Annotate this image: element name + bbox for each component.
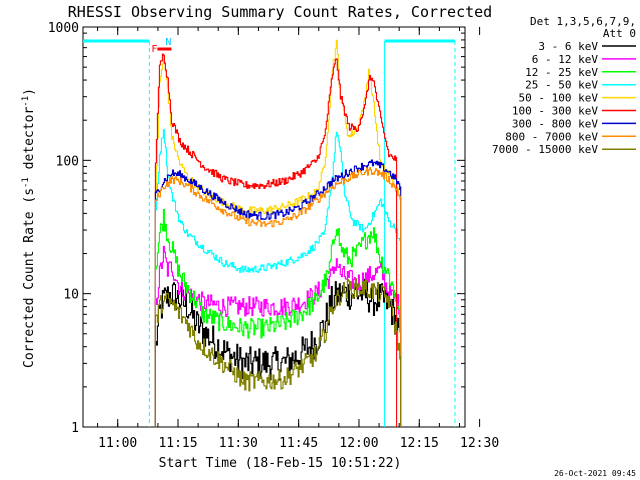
legend-label: 800 - 7000 keV xyxy=(505,130,598,143)
legend-label: 25 - 50 keV xyxy=(525,79,598,92)
legend-label: 300 - 800 keV xyxy=(512,117,598,130)
series-line xyxy=(154,209,402,427)
series-group xyxy=(154,39,402,427)
legend-label: 6 - 12 keV xyxy=(532,53,599,66)
legend-label: 100 - 300 keV xyxy=(512,105,598,118)
y-tick-label: 1000 xyxy=(48,21,79,36)
y-tick-label: 1 xyxy=(71,421,79,436)
plot-frame xyxy=(82,26,466,428)
time-markers: FN xyxy=(83,37,456,427)
legend-label: 50 - 100 keV xyxy=(519,92,599,105)
x-tick-label: 11:30 xyxy=(219,436,258,451)
legend-header-line-2: Att 0 xyxy=(603,27,636,40)
series-line xyxy=(154,167,402,427)
series-line xyxy=(154,159,402,427)
night-flag-label: N xyxy=(165,37,171,48)
legend-header-line-1: Det 1,3,5,6,7,9, xyxy=(530,15,636,28)
series-line xyxy=(154,278,402,427)
x-tick-label: 11:00 xyxy=(98,436,137,451)
date-stamp: 26-Oct-2021 09:45 xyxy=(554,469,636,478)
x-axis-label: Start Time (18-Feb-15 10:51:22) xyxy=(159,456,402,471)
legend-label: 3 - 6 keV xyxy=(538,40,598,53)
flare-flag-label: F xyxy=(151,44,157,55)
x-tick-label: 11:45 xyxy=(279,436,318,451)
series-line xyxy=(154,245,402,427)
legend-header: Det 1,3,5,6,7,9, Att 0 xyxy=(530,15,636,40)
y-tick-label: 10 xyxy=(63,288,79,303)
x-tick-label: 12:15 xyxy=(400,436,439,451)
y-tick-label: 100 xyxy=(56,154,79,169)
series-line xyxy=(154,53,398,427)
legend-label: 12 - 25 keV xyxy=(525,66,598,79)
x-tick-label: 11:15 xyxy=(158,436,197,451)
chart-title: RHESSI Observing Summary Count Rates, Co… xyxy=(68,3,492,21)
series-line xyxy=(154,129,402,427)
y-axis-label: Corrected Count Rate (s-1 detector-1) xyxy=(21,88,37,368)
x-tick-label: 12:30 xyxy=(460,436,499,451)
legend-label: 7000 - 15000 keV xyxy=(492,143,598,156)
axis-ticks: 11:00 11:15 11:30 11:45 12:00 12:15 12:30 1 10 10… xyxy=(48,21,499,451)
series-line xyxy=(154,277,402,427)
x-tick-label: 12:00 xyxy=(339,436,378,451)
